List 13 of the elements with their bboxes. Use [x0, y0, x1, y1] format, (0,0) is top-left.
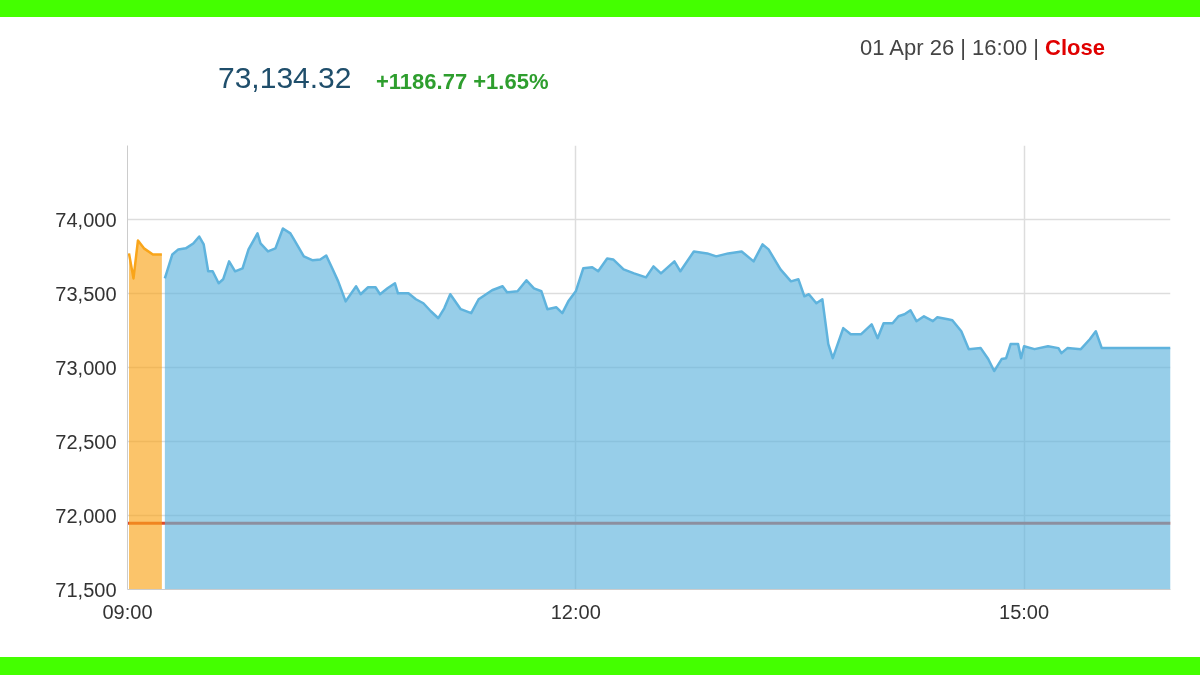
y-tick-label: 74,000 — [55, 208, 117, 231]
chart-subtitle: +1186.77 +1.65% — [376, 69, 549, 95]
y-tick-label: 73,000 — [55, 356, 117, 379]
y-tick-label: 73,500 — [55, 282, 117, 305]
y-tick-label: 72,000 — [55, 504, 117, 527]
text: Close — [1045, 35, 1105, 60]
text: 01 Apr 26 | 16:00 | — [859, 35, 1039, 60]
x-tick-label: 12:00 — [550, 600, 601, 623]
y-tick-label: 71,500 — [55, 578, 117, 601]
x-tick-label: 15:00 — [999, 600, 1050, 623]
chart-title: 73,134.32 — [218, 61, 352, 95]
x-tick-label: 09:00 — [102, 600, 153, 623]
y-tick-label: 72,500 — [55, 430, 117, 453]
